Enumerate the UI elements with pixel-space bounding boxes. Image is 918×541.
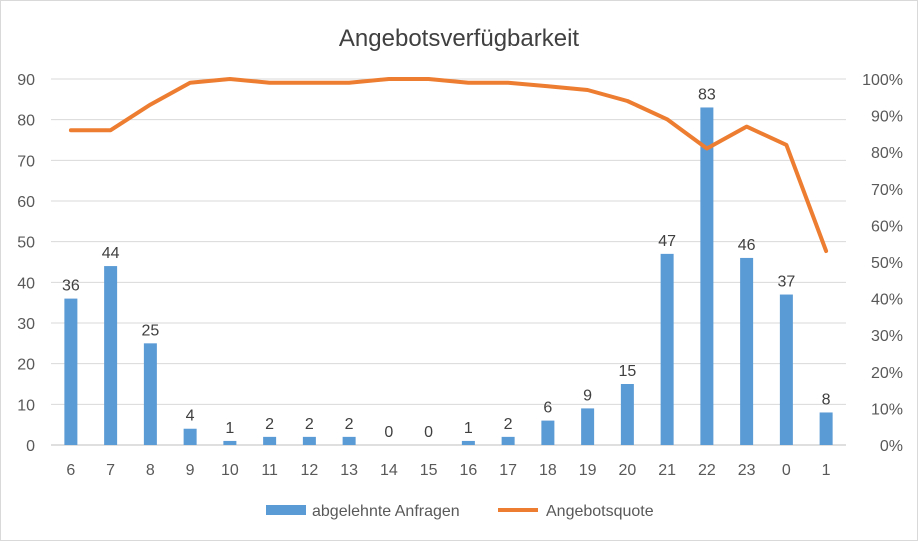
y-left-tick-label: 30: [17, 316, 35, 333]
bar: [501, 436, 515, 445]
y-right-tick-label: 10%: [871, 401, 903, 418]
bar-data-label: 83: [698, 86, 716, 103]
angebotsquote-line: [68, 77, 829, 253]
y-right-tick-label: 90%: [871, 109, 903, 126]
bar: [541, 420, 555, 445]
legend-line-label: Angebotsquote: [546, 503, 654, 520]
bar: [620, 384, 634, 445]
bar: [819, 412, 833, 445]
x-tick-label: 17: [499, 462, 517, 479]
y-right-tick-label: 60%: [871, 218, 903, 235]
bar-data-label: 46: [738, 237, 756, 254]
bar: [263, 436, 277, 445]
x-tick-label: 6: [66, 462, 75, 479]
x-tick-label: 12: [300, 462, 318, 479]
x-tick-label: 10: [221, 462, 239, 479]
legend-bar-swatch: [266, 505, 306, 515]
bar: [461, 440, 475, 445]
bar-data-label: 2: [345, 416, 354, 433]
bar: [700, 107, 714, 445]
y-right-tick-label: 70%: [871, 182, 903, 199]
y-left-tick-label: 20: [17, 357, 35, 374]
bar-data-label: 6: [543, 400, 552, 417]
bar: [779, 294, 793, 445]
bar-data-label: 1: [464, 420, 473, 437]
x-tick-label: 23: [738, 462, 756, 479]
bar-data-label: 37: [777, 274, 795, 291]
bar-data-label: 4: [186, 408, 195, 425]
line-series: [68, 77, 829, 253]
x-tick-label: 1: [822, 462, 831, 479]
bar: [660, 253, 674, 445]
bar: [740, 257, 754, 445]
x-tick-label: 20: [618, 462, 636, 479]
x-tick-label: 22: [698, 462, 716, 479]
y-left-tick-label: 40: [17, 275, 35, 292]
bar-data-label: 47: [658, 233, 676, 250]
y-left-tick-label: 10: [17, 397, 35, 414]
bar-data-label: 2: [504, 416, 513, 433]
y-right-tick-label: 20%: [871, 365, 903, 382]
bar: [183, 428, 197, 445]
x-tick-label: 9: [186, 462, 195, 479]
y-left-tick-label: 50: [17, 235, 35, 252]
x-tick-label: 18: [539, 462, 557, 479]
x-tick-label: 8: [146, 462, 155, 479]
x-tick-label: 21: [658, 462, 676, 479]
y-left-tick-label: 0: [26, 438, 35, 455]
bar-data-label: 1: [225, 420, 234, 437]
bar: [342, 436, 356, 445]
bar-data-label: 15: [618, 363, 636, 380]
y-axis-left: 0 10 20 30 40 50 60 70 80 90: [17, 72, 35, 455]
bar: [143, 343, 157, 445]
y-right-tick-label: 40%: [871, 292, 903, 309]
x-axis: 6 7 8 9 10 11 12 13 14 15 16 17 18 19 20 21 22 23 0 1: [66, 462, 830, 479]
bar-data-label: 25: [141, 322, 159, 339]
bar-series: [64, 107, 833, 445]
x-tick-label: 7: [106, 462, 115, 479]
bar-data-label: 8: [822, 391, 831, 408]
x-tick-label: 15: [420, 462, 438, 479]
bar: [581, 408, 595, 445]
x-tick-label: 19: [579, 462, 597, 479]
y-right-tick-label: 30%: [871, 328, 903, 345]
x-tick-label: 11: [261, 462, 278, 479]
bar-data-label: 0: [424, 424, 433, 441]
bar-data-label: 9: [583, 387, 592, 404]
y-right-tick-label: 80%: [871, 145, 903, 162]
y-right-tick-label: 50%: [871, 255, 903, 272]
bar-data-label: 44: [102, 245, 120, 262]
bar: [104, 266, 118, 445]
y-left-tick-label: 70: [17, 153, 35, 170]
bar: [223, 440, 237, 445]
bar: [302, 436, 316, 445]
x-tick-label: 0: [782, 462, 791, 479]
y-left-tick-label: 60: [17, 194, 35, 211]
y-right-tick-label: 100%: [862, 72, 903, 89]
legend-bar-label: abgelehnte Anfragen: [312, 503, 460, 520]
legend: abgelehnte Anfragen Angebotsquote: [266, 503, 654, 520]
bar-data-label: 2: [305, 416, 314, 433]
chart-title: Angebotsverfügbarkeit: [339, 25, 579, 52]
bar: [64, 298, 78, 445]
x-tick-label: 16: [459, 462, 477, 479]
gridlines: [51, 78, 846, 446]
y-axis-right: 0% 10% 20% 30% 40% 50% 60% 70% 80% 90% 100%: [862, 72, 903, 455]
y-left-tick-label: 90: [17, 72, 35, 89]
y-right-tick-label: 0%: [880, 438, 903, 455]
x-tick-label: 13: [340, 462, 358, 479]
x-tick-label: 14: [380, 462, 398, 479]
bar-data-label: 36: [62, 278, 80, 295]
y-left-tick-label: 80: [17, 113, 35, 130]
bar-data-label: 2: [265, 416, 274, 433]
bar-data-labels: 36 44 25 4 1 2 2 2 0 0 1 2 6 9 15 47 83 46 37 8: [62, 86, 831, 441]
bar-data-label: 0: [384, 424, 393, 441]
